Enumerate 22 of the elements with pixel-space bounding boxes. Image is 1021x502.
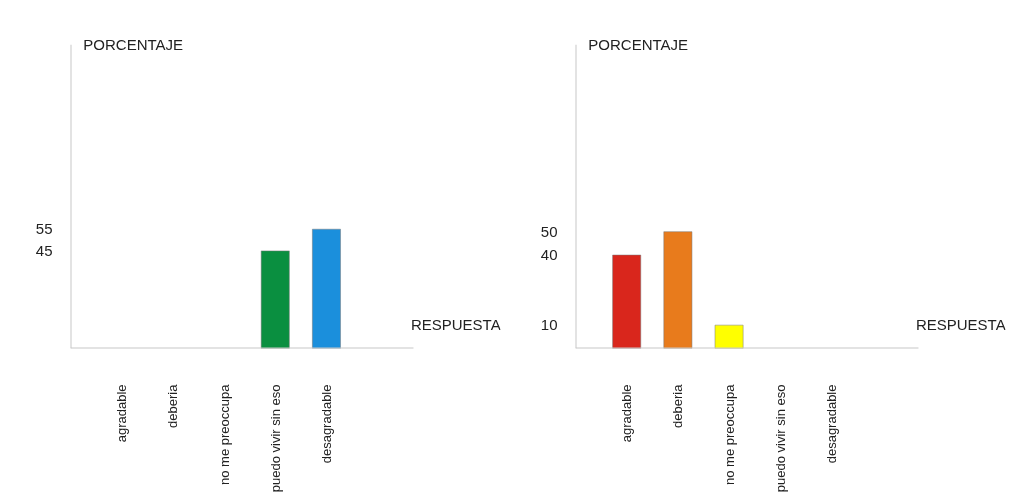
bar xyxy=(612,254,642,349)
y-tick-label: 45 xyxy=(35,241,53,259)
y-tick-label: 55 xyxy=(35,220,53,238)
x-tick-label: puedo vivir sin eso xyxy=(772,384,788,493)
y-tick-label: 10 xyxy=(540,316,558,334)
y-tick-label: 40 xyxy=(540,246,558,264)
y-axis-title: PORCENTAJE xyxy=(588,36,689,54)
x-axis-title: RESPUESTA xyxy=(915,315,1006,333)
y-axis-title: PORCENTAJE xyxy=(83,36,184,54)
x-axis-title: RESPUESTA xyxy=(410,315,501,333)
x-tick-label: agradable xyxy=(114,384,130,443)
bar xyxy=(663,231,693,349)
bar xyxy=(714,324,744,349)
x-tick-label: puedo vivir sin eso xyxy=(267,384,283,493)
x-tick-label: no me preoccupa xyxy=(721,383,737,485)
x-tick-label: deberia xyxy=(165,383,181,428)
x-tick-label: deberia xyxy=(670,383,686,428)
x-tick-label: desagradable xyxy=(823,384,839,464)
y-tick-label: 50 xyxy=(540,222,558,240)
x-tick-label: desagradable xyxy=(318,384,334,464)
x-tick-label: no me preoccupa xyxy=(216,383,232,485)
x-tick-label: agradable xyxy=(619,384,635,443)
